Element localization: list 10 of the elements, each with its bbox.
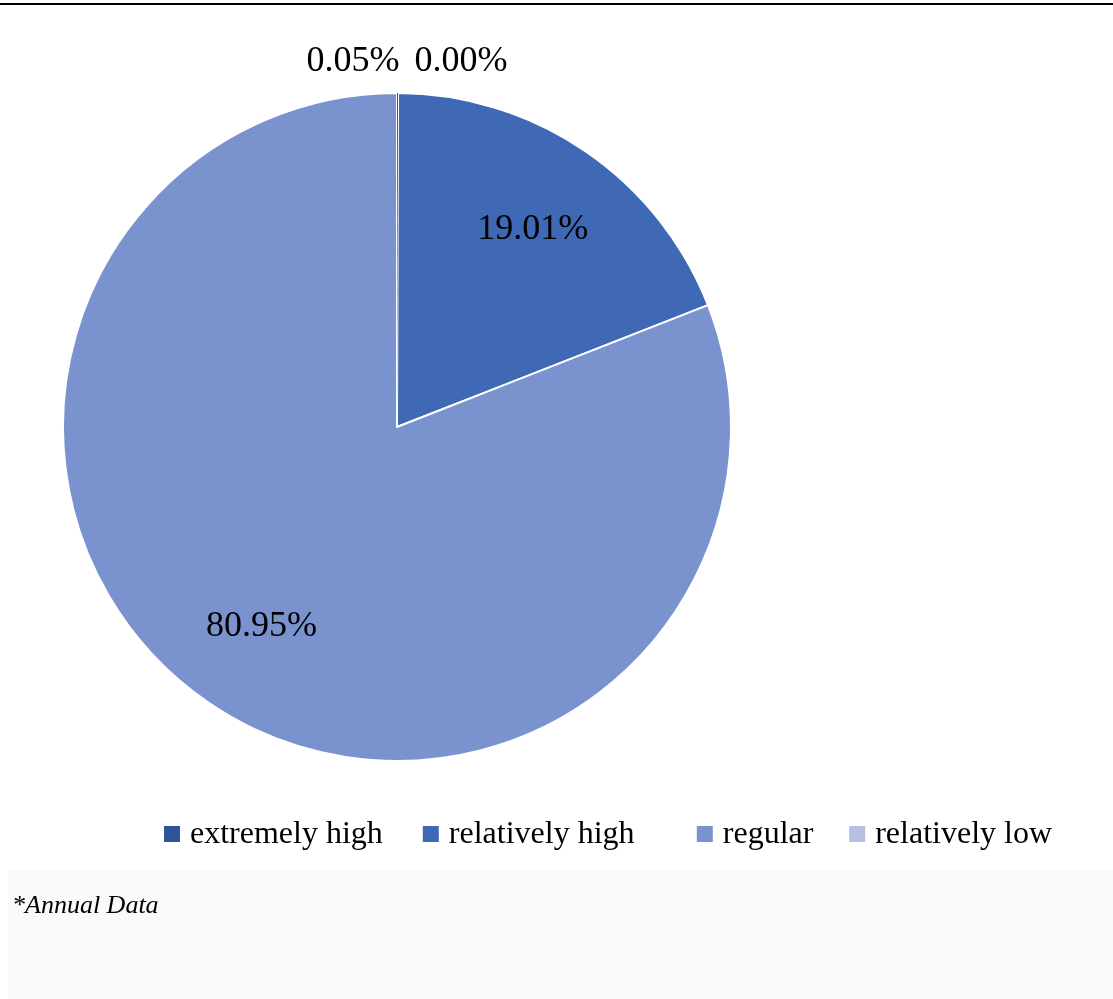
legend-label: relatively low	[875, 814, 1053, 850]
data-label: 19.01%	[477, 206, 589, 247]
text: *Annual Data	[12, 890, 159, 919]
legend-label: extremely high	[190, 814, 383, 850]
legend-label: relatively high	[448, 814, 635, 850]
data-label: 80.95%	[205, 603, 317, 644]
text: 0.00%	[414, 39, 508, 79]
pie-slice	[62, 92, 732, 762]
data-label: 0.05%	[306, 39, 400, 79]
legend-label: regular	[722, 814, 814, 850]
